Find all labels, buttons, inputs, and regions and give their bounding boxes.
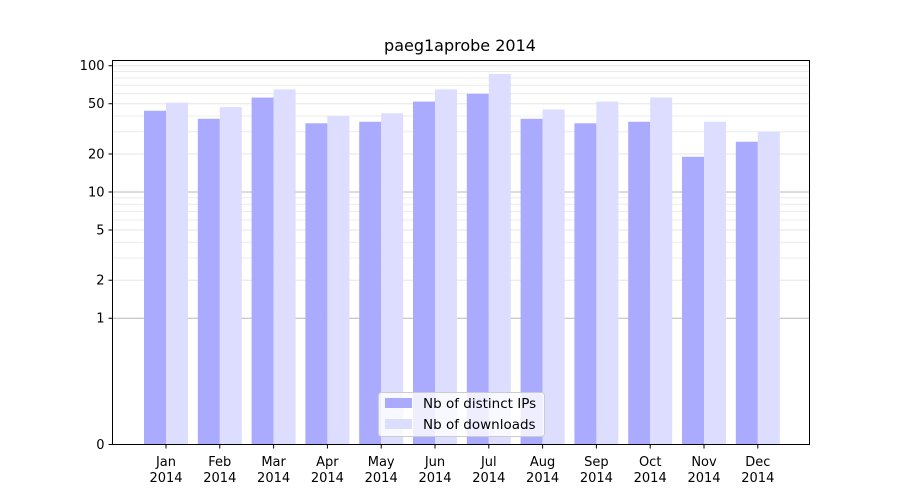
y-tick-label: 20 [88,147,105,162]
y-tick-label: 50 [88,97,105,112]
x-tick-month: Nov [691,455,717,470]
bar-distinct-ips-jul [466,93,489,445]
bar-distinct-ips-dec [735,141,758,445]
x-tick-month: Jun [424,455,445,470]
x-tick-month: Apr [316,455,339,470]
x-tick-year: 2014 [687,471,720,486]
legend-label: Nb of distinct IPs [423,396,536,412]
x-tick-month: May [368,455,395,470]
bar-distinct-ips-sep [574,123,597,445]
x-tick-label: Jun 2014 [418,455,451,486]
bars [144,73,780,445]
bar-downloads-sep [596,101,619,445]
x-tick-year: 2014 [418,471,451,486]
bar-downloads-nov [704,121,726,445]
x-tick-month: Aug [530,455,555,470]
y-tick-label: 100 [80,59,105,74]
x-tick-label: Feb 2014 [203,455,236,486]
bar-downloads-feb [219,107,242,445]
x-tick-year: 2014 [741,471,774,486]
legend-box [378,392,545,437]
x-tick-label: Jul 2014 [472,455,505,486]
bar-distinct-ips-mar [251,97,274,445]
x-tick-year: 2014 [526,471,559,486]
x-tick-label: Apr 2014 [311,455,344,486]
chart-title: paeg1aprobe 2014 [384,36,536,55]
legend: Nb of distinct IPs Nb of downloads [378,392,545,437]
bar-downloads-aug [542,109,565,445]
bar-distinct-ips-jan [144,110,166,445]
legend-swatch [385,398,412,408]
bar-distinct-ips-may [359,121,382,445]
x-tick-year: 2014 [203,471,236,486]
bar-downloads-apr [327,115,350,445]
x-tick-label: Jan 2014 [149,455,182,486]
x-tick-label: May 2014 [365,455,398,486]
x-tick-month: Jul [480,455,497,470]
y-tick-label: 0 [96,438,104,453]
x-tick-month: Dec [745,455,770,470]
legend-swatch [385,419,412,429]
x-tick-label: Sep 2014 [580,455,613,486]
legend-label: Nb of downloads [423,417,536,433]
x-tick-label: Oct 2014 [634,455,667,486]
x-tick-year: 2014 [149,471,182,486]
x-tick-month: Feb [208,455,231,470]
bar-downloads-dec [757,131,780,445]
y-tick-label: 2 [96,274,104,289]
x-tick-year: 2014 [472,471,505,486]
y-tick-label: 10 [88,185,105,200]
x-tick-year: 2014 [634,471,667,486]
x-tick-month: Jan [155,455,176,470]
bar-downloads-oct [650,97,673,445]
x-tick-month: Mar [261,455,286,470]
bar-distinct-ips-aug [520,118,543,445]
bar-distinct-ips-oct [628,121,651,445]
x-tick-year: 2014 [311,471,344,486]
x-tick-label: Aug 2014 [526,455,559,486]
y-tick-label: 1 [96,312,104,327]
x-tick-year: 2014 [365,471,398,486]
bar-distinct-ips-nov [682,156,704,445]
axes-frame [112,60,810,445]
y-axis: 0 1 2 5 10 20 50 100 [80,59,113,453]
x-tick-year: 2014 [580,471,613,486]
bar-distinct-ips-feb [197,118,220,445]
bar-downloads-mar [273,89,296,445]
y-tick-label: 5 [96,223,104,238]
x-tick-label: Dec 2014 [741,455,774,486]
x-tick-month: Oct [639,455,661,470]
x-tick-label: Mar 2014 [257,455,290,486]
bar-downloads-jul [488,73,511,445]
bar-downloads-jan [166,102,188,445]
bar-downloads-may [381,113,404,445]
x-tick-label: Nov 2014 [687,455,720,486]
bar-distinct-ips-apr [305,123,328,445]
bar-distinct-ips-jun [413,101,435,445]
bar-downloads-jun [435,89,457,445]
x-tick-year: 2014 [257,471,290,486]
x-tick-month: Sep [584,455,609,470]
